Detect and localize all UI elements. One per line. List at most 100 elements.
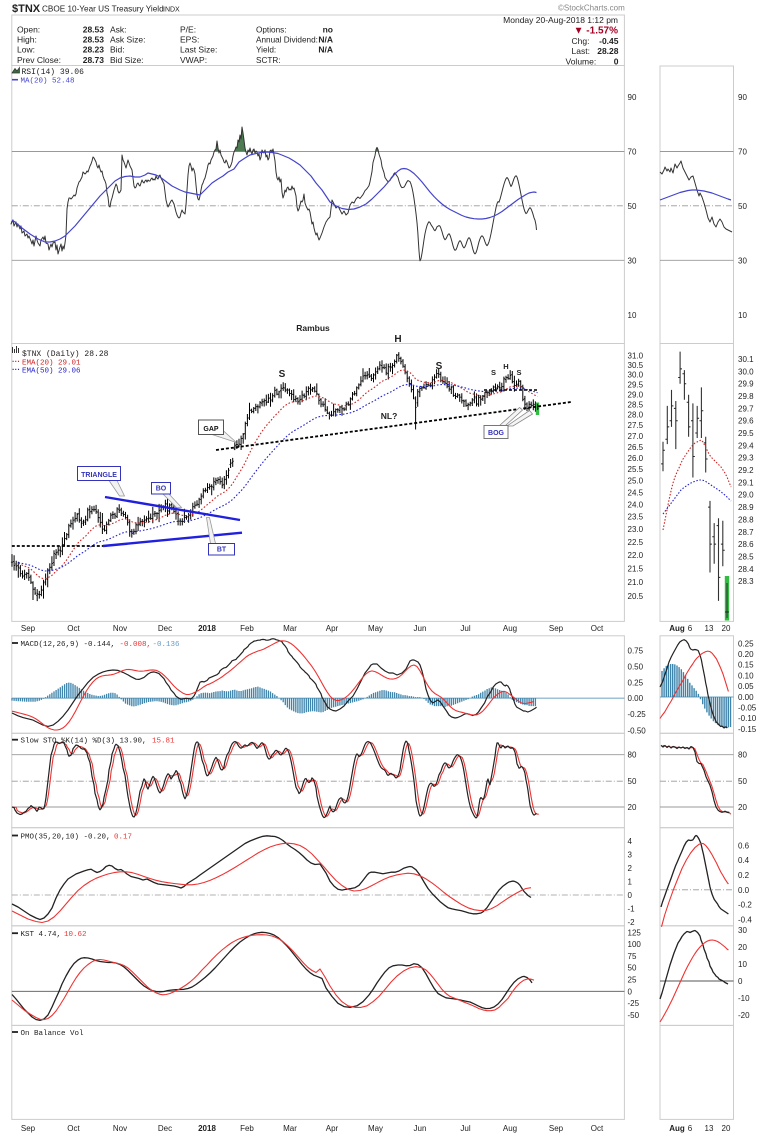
svg-text:Last Size:: Last Size: [180,45,217,55]
svg-text:28.73: 28.73 [83,55,105,65]
svg-text:VWAP:: VWAP: [180,55,207,65]
svg-text:50: 50 [738,777,747,786]
svg-text:28.4: 28.4 [738,565,754,574]
svg-text:Ask:: Ask: [110,24,127,34]
svg-text:Jul: Jul [460,624,470,633]
svg-text:23.5: 23.5 [628,513,644,522]
svg-text:···: ··· [12,357,20,366]
svg-text:80: 80 [738,751,747,760]
svg-text:-0.10: -0.10 [738,714,757,723]
svg-text:Oct: Oct [67,1124,80,1133]
svg-text:22.5: 22.5 [628,538,644,547]
svg-text:29.0: 29.0 [628,390,644,399]
svg-text:28.53: 28.53 [83,35,105,45]
svg-text:26.0: 26.0 [628,454,644,463]
svg-text:Sep: Sep [549,624,564,633]
svg-text:Last:: Last: [572,46,590,56]
svg-text:29.3: 29.3 [738,454,754,463]
svg-text:4: 4 [628,837,633,846]
svg-text:CBOE 10-Year US Treasury Yield: CBOE 10-Year US Treasury Yield [42,5,164,14]
svg-text:2018: 2018 [198,1124,216,1133]
svg-text:75: 75 [628,952,637,961]
svg-text:Oct: Oct [591,1124,604,1133]
svg-text:Jul: Jul [460,1124,470,1133]
svg-text:-25: -25 [628,999,640,1008]
svg-text:P/E:: P/E: [180,24,196,34]
svg-text:29.6: 29.6 [738,417,754,426]
svg-text:May: May [368,624,383,633]
svg-text:13: 13 [705,624,714,633]
svg-text:Dec: Dec [158,1124,172,1133]
svg-text:0: 0 [738,977,743,986]
svg-text:Feb: Feb [240,624,254,633]
svg-text:25.0: 25.0 [628,477,644,486]
svg-text:Yield:: Yield: [256,46,276,55]
svg-text:125: 125 [628,928,642,937]
svg-text:-0.136: -0.136 [153,641,181,649]
svg-text:EMA(20) 29.01: EMA(20) 29.01 [22,360,81,368]
svg-text:S: S [516,368,521,377]
svg-text:50: 50 [628,202,637,211]
svg-text:0: 0 [628,987,633,996]
svg-text:-0.05: -0.05 [738,704,757,713]
svg-text:29.9: 29.9 [738,380,754,389]
svg-text:0.25: 0.25 [738,639,754,648]
svg-text:Sep: Sep [21,1124,36,1133]
svg-text:Annual Dividend:: Annual Dividend: [256,36,318,45]
svg-text:25: 25 [628,976,637,985]
svg-text:$TNX: $TNX [12,3,41,15]
svg-text:-0.4: -0.4 [738,915,752,924]
svg-text:EPS:: EPS: [180,35,199,45]
svg-text:Aug: Aug [669,1124,685,1133]
svg-text:15.81: 15.81 [152,738,175,746]
svg-text:Ask Size:: Ask Size: [110,35,145,45]
svg-text:20.5: 20.5 [628,592,644,601]
svg-text:Low:: Low: [17,45,35,55]
svg-text:BO: BO [156,486,167,493]
svg-text:70: 70 [738,148,747,157]
svg-text:28.28: 28.28 [597,46,619,56]
svg-text:30.1: 30.1 [738,355,754,364]
svg-text:Slow STO %K(14) %D(3) 13.90,: Slow STO %K(14) %D(3) 13.90, [21,738,147,746]
svg-text:0.4: 0.4 [738,856,750,865]
svg-text:-2: -2 [628,918,636,927]
svg-text:29.4: 29.4 [738,441,754,450]
svg-text:0.6: 0.6 [738,841,750,850]
svg-text:6: 6 [688,1124,693,1133]
svg-text:0: 0 [628,891,633,900]
svg-text:20: 20 [722,1124,731,1133]
svg-text:20: 20 [738,803,747,812]
svg-text:Oct: Oct [591,624,604,633]
svg-text:Nov: Nov [113,624,127,633]
svg-text:13: 13 [705,1124,714,1133]
svg-text:Open:: Open: [17,24,40,34]
svg-text:0.10: 0.10 [738,671,754,680]
svg-text:2: 2 [628,864,633,873]
svg-text:Feb: Feb [240,1124,254,1133]
svg-text:···: ··· [12,365,20,374]
svg-text:29.8: 29.8 [738,392,754,401]
svg-text:Volume:: Volume: [566,56,597,66]
svg-text:26.5: 26.5 [628,443,644,452]
svg-text:BT: BT [217,547,227,554]
svg-text:20: 20 [722,624,731,633]
svg-text:31.0: 31.0 [628,352,644,361]
svg-text:GAP: GAP [203,426,219,433]
svg-text:RSI(14) 39.06: RSI(14) 39.06 [22,68,85,77]
svg-text:25.5: 25.5 [628,465,644,474]
svg-text:23.0: 23.0 [628,525,644,534]
svg-text:30.0: 30.0 [738,367,754,376]
svg-text:$TNX (Daily) 28.28: $TNX (Daily) 28.28 [22,350,109,359]
svg-text:no: no [323,24,333,34]
svg-text:PMO(35,20,10) -0.20,: PMO(35,20,10) -0.20, [21,833,111,841]
svg-text:0.17: 0.17 [114,833,132,841]
svg-text:28.23: 28.23 [83,45,105,55]
svg-text:29.2: 29.2 [738,466,754,475]
svg-text:3: 3 [628,851,633,860]
svg-text:Aug: Aug [669,624,685,633]
svg-text:0.50: 0.50 [628,663,644,672]
svg-text:Prev Close:: Prev Close: [17,55,61,65]
svg-text:30: 30 [738,256,747,265]
svg-text:6: 6 [688,624,693,633]
svg-text:Options:: Options: [256,25,287,34]
